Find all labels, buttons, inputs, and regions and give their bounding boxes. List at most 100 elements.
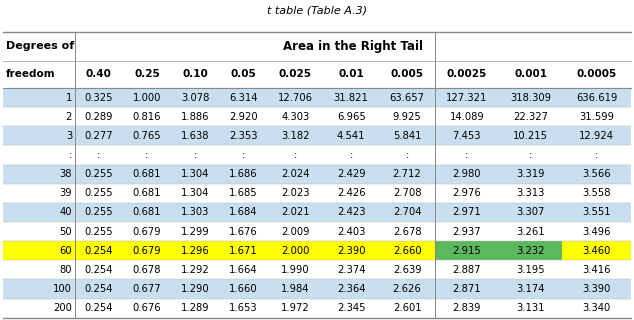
Bar <box>219 260 268 279</box>
Bar <box>219 61 268 88</box>
Text: 0.025: 0.025 <box>279 69 312 79</box>
Text: 3.558: 3.558 <box>583 188 611 198</box>
Bar <box>123 203 171 222</box>
Text: :: : <box>242 150 245 160</box>
Text: 0.679: 0.679 <box>133 246 161 256</box>
Bar <box>323 184 379 203</box>
Text: 0.255: 0.255 <box>84 188 113 198</box>
Bar <box>499 299 562 318</box>
Bar <box>499 126 562 145</box>
Bar <box>435 145 499 164</box>
Text: 0.277: 0.277 <box>84 131 113 141</box>
Text: 2.712: 2.712 <box>392 169 422 179</box>
Bar <box>379 88 435 107</box>
Bar <box>123 61 171 88</box>
Text: 2.000: 2.000 <box>281 246 309 256</box>
Bar <box>323 145 379 164</box>
Text: 3.307: 3.307 <box>517 207 545 218</box>
Bar <box>379 241 435 260</box>
Text: 63.657: 63.657 <box>390 92 425 103</box>
Bar <box>219 107 268 126</box>
Text: 0.254: 0.254 <box>84 246 113 256</box>
Text: 2.704: 2.704 <box>393 207 422 218</box>
Bar <box>75 126 123 145</box>
Text: 0.289: 0.289 <box>84 112 113 122</box>
Text: 2.937: 2.937 <box>453 227 481 236</box>
Text: 127.321: 127.321 <box>446 92 488 103</box>
Text: 2.660: 2.660 <box>393 246 422 256</box>
Bar <box>268 61 323 88</box>
Bar <box>75 164 123 184</box>
Text: 0.10: 0.10 <box>182 69 208 79</box>
Bar <box>268 145 323 164</box>
Text: 200: 200 <box>53 303 72 313</box>
Bar <box>323 203 379 222</box>
Text: 2: 2 <box>66 112 72 122</box>
Bar <box>379 184 435 203</box>
Bar <box>171 299 219 318</box>
Text: :: : <box>529 150 533 160</box>
Text: t table (Table A.3): t table (Table A.3) <box>267 6 367 16</box>
Text: 2.871: 2.871 <box>453 284 481 294</box>
Bar <box>3 126 75 145</box>
Bar <box>75 61 123 88</box>
Text: 0.325: 0.325 <box>84 92 113 103</box>
Text: 6.314: 6.314 <box>229 92 257 103</box>
Bar <box>268 241 323 260</box>
Bar <box>499 88 562 107</box>
Bar <box>171 88 219 107</box>
Text: 318.309: 318.309 <box>510 92 551 103</box>
Text: 0.0005: 0.0005 <box>576 69 617 79</box>
Bar <box>379 222 435 241</box>
Text: 14.089: 14.089 <box>450 112 484 122</box>
Text: 3.182: 3.182 <box>281 131 309 141</box>
Bar <box>171 145 219 164</box>
Text: 3.340: 3.340 <box>583 303 611 313</box>
Text: 1.304: 1.304 <box>181 188 209 198</box>
Text: 1.653: 1.653 <box>229 303 257 313</box>
Bar <box>499 164 562 184</box>
Text: 1.886: 1.886 <box>181 112 209 122</box>
Bar <box>3 241 75 260</box>
Bar <box>219 241 268 260</box>
Text: 0.25: 0.25 <box>134 69 160 79</box>
Text: 10.215: 10.215 <box>513 131 548 141</box>
Bar <box>562 260 631 279</box>
Text: 2.374: 2.374 <box>337 265 365 275</box>
Text: 1.684: 1.684 <box>229 207 257 218</box>
Text: 3.416: 3.416 <box>583 265 611 275</box>
Text: 0.254: 0.254 <box>84 284 113 294</box>
Bar <box>171 241 219 260</box>
Text: 3: 3 <box>66 131 72 141</box>
Bar <box>3 61 75 88</box>
Bar <box>123 145 171 164</box>
Bar <box>75 145 123 164</box>
Text: 1.984: 1.984 <box>281 284 309 294</box>
Text: 2.023: 2.023 <box>281 188 309 198</box>
Bar <box>171 126 219 145</box>
Bar <box>75 184 123 203</box>
Text: 2.429: 2.429 <box>337 169 365 179</box>
Text: Area in the Right Tail: Area in the Right Tail <box>283 40 423 53</box>
Bar <box>3 184 75 203</box>
Text: 2.009: 2.009 <box>281 227 309 236</box>
Text: 0.254: 0.254 <box>84 303 113 313</box>
Text: 1.296: 1.296 <box>181 246 209 256</box>
Bar <box>379 299 435 318</box>
Text: 0.005: 0.005 <box>391 69 424 79</box>
Text: 1.972: 1.972 <box>281 303 309 313</box>
Bar <box>268 279 323 299</box>
Text: 6.965: 6.965 <box>337 112 366 122</box>
Text: :: : <box>97 150 100 160</box>
Text: 1.304: 1.304 <box>181 169 209 179</box>
Text: 0.0025: 0.0025 <box>447 69 487 79</box>
Text: 2.390: 2.390 <box>337 246 365 256</box>
Bar <box>123 88 171 107</box>
Bar <box>435 279 499 299</box>
Bar <box>268 107 323 126</box>
Bar <box>3 299 75 318</box>
Bar <box>562 164 631 184</box>
Text: 0.254: 0.254 <box>84 265 113 275</box>
Bar <box>499 107 562 126</box>
Text: 2.980: 2.980 <box>453 169 481 179</box>
